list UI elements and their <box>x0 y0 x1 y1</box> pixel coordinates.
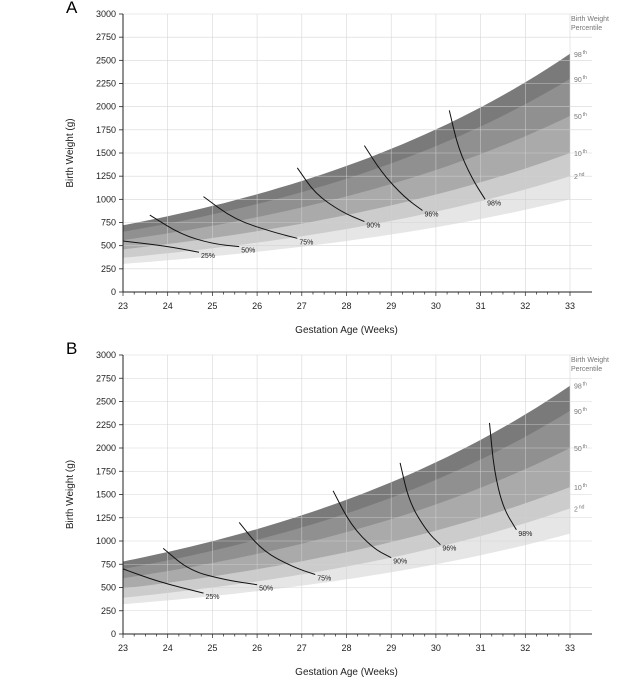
percentile-label-90th: 90th <box>574 75 587 84</box>
legend-subtitle: Percentile <box>571 25 602 32</box>
y-tick-label: 2250 <box>96 420 116 430</box>
x-tick-label: 32 <box>520 643 530 653</box>
survival-curve-75pct <box>203 196 298 239</box>
survival-curve-label: 75% <box>299 239 313 246</box>
survival-curve-96pct <box>399 462 441 546</box>
x-tick-label: 29 <box>386 643 396 653</box>
y-tick-label: 1500 <box>96 490 116 500</box>
y-tick-label: 2500 <box>96 397 116 407</box>
legend-title: Birth Weight <box>571 16 609 23</box>
percentile-label-10th: 10th <box>574 483 587 492</box>
y-axis-title: Birth Weight (g) <box>65 118 76 187</box>
y-tick-label: 1000 <box>96 536 116 546</box>
panel-a: A 0 250 500 750 1000 1250 1500 1750 2000 2250 2500 2… <box>65 0 609 336</box>
y-tick-label: 250 <box>101 606 116 616</box>
survival-curve-25pct <box>122 568 204 594</box>
x-tick-label: 31 <box>476 301 486 311</box>
survival-curve-label: 90% <box>393 559 407 566</box>
survival-curve-label: 25% <box>205 594 219 601</box>
percentile-label-50th: 50th <box>574 444 587 453</box>
x-tick-label: 25 <box>207 301 217 311</box>
survival-curve-90pct <box>296 167 365 223</box>
y-tick-label: 3000 <box>96 350 116 360</box>
x-tick-label: 30 <box>431 643 441 653</box>
x-tick-label: 24 <box>163 301 173 311</box>
y-tick-label: 1750 <box>96 466 116 476</box>
y-tick-label: 1000 <box>96 194 116 204</box>
survival-curve-label: 98% <box>518 531 532 538</box>
panel-b: B 0 250 500 750 1000 1250 1500 1750 2000 2250 2500 2… <box>65 339 609 678</box>
x-tick-label: 29 <box>386 301 396 311</box>
survival-curve-label: 90% <box>366 223 380 230</box>
y-tick-label: 2750 <box>96 32 116 42</box>
survival-curve-98pct <box>489 422 517 531</box>
survival-curve-label: 50% <box>241 248 255 255</box>
survival-curve-label: 96% <box>442 546 456 553</box>
y-tick-label: 0 <box>111 287 116 297</box>
percentile-label-98th: 98th <box>574 50 587 59</box>
survival-curve-96pct <box>363 145 423 211</box>
y-tick-label: 1750 <box>96 125 116 135</box>
y-tick-label: 2000 <box>96 443 116 453</box>
y-axis-title: Birth Weight (g) <box>65 460 76 529</box>
x-tick-label: 28 <box>341 301 351 311</box>
x-tick-label: 32 <box>520 301 530 311</box>
x-tick-label: 26 <box>252 643 262 653</box>
y-tick-label: 750 <box>101 559 116 569</box>
x-axis-title: Gestation Age (Weeks) <box>295 325 398 336</box>
percentile-label-10th: 10th <box>574 149 587 158</box>
x-tick-label: 23 <box>118 301 128 311</box>
survival-curve-label: 50% <box>259 586 273 593</box>
y-tick-label: 2500 <box>96 55 116 65</box>
legend-title: Birth Weight <box>571 357 609 364</box>
survival-curve-label: 25% <box>201 253 215 260</box>
x-tick-label: 30 <box>431 301 441 311</box>
y-tick-label: 250 <box>101 264 116 274</box>
y-tick-label: 750 <box>101 218 116 228</box>
panel-label: B <box>66 339 77 358</box>
y-tick-label: 1500 <box>96 148 116 158</box>
survival-curve-90pct <box>332 490 392 559</box>
percentile-label-2nd: 2nd <box>574 504 585 513</box>
x-tick-label: 33 <box>565 643 575 653</box>
y-tick-label: 2000 <box>96 102 116 112</box>
y-tick-label: 1250 <box>96 171 116 181</box>
panel-label: A <box>66 0 78 17</box>
x-tick-label: 24 <box>163 643 173 653</box>
x-tick-label: 25 <box>207 643 217 653</box>
survival-curve-25pct <box>122 240 200 253</box>
x-tick-label: 31 <box>476 643 486 653</box>
x-axis-title: Gestation Age (Weeks) <box>295 667 398 678</box>
x-tick-label: 23 <box>118 643 128 653</box>
y-tick-label: 500 <box>101 241 116 251</box>
y-tick-label: 2250 <box>96 79 116 89</box>
percentile-label-50th: 50th <box>574 112 587 121</box>
percentile-label-90th: 90th <box>574 407 587 416</box>
x-tick-label: 33 <box>565 301 575 311</box>
survival-curve-98pct <box>448 110 486 200</box>
x-tick-label: 27 <box>297 301 307 311</box>
survival-curve-label: 96% <box>424 211 438 218</box>
x-tick-label: 27 <box>297 643 307 653</box>
survival-curve-50pct <box>149 214 240 248</box>
survival-curve-50pct <box>162 548 258 586</box>
percentile-label-2nd: 2nd <box>574 172 585 181</box>
y-tick-label: 2750 <box>96 373 116 383</box>
y-tick-label: 1250 <box>96 513 116 523</box>
survival-curve-75pct <box>238 522 316 575</box>
survival-curve-label: 75% <box>317 575 331 582</box>
survival-curve-label: 98% <box>487 200 501 207</box>
percentile-label-98th: 98th <box>574 382 587 391</box>
y-tick-label: 500 <box>101 583 116 593</box>
x-tick-label: 26 <box>252 301 262 311</box>
y-tick-label: 3000 <box>96 9 116 19</box>
y-tick-label: 0 <box>111 629 116 639</box>
legend-subtitle: Percentile <box>571 366 602 373</box>
x-tick-label: 28 <box>341 643 351 653</box>
